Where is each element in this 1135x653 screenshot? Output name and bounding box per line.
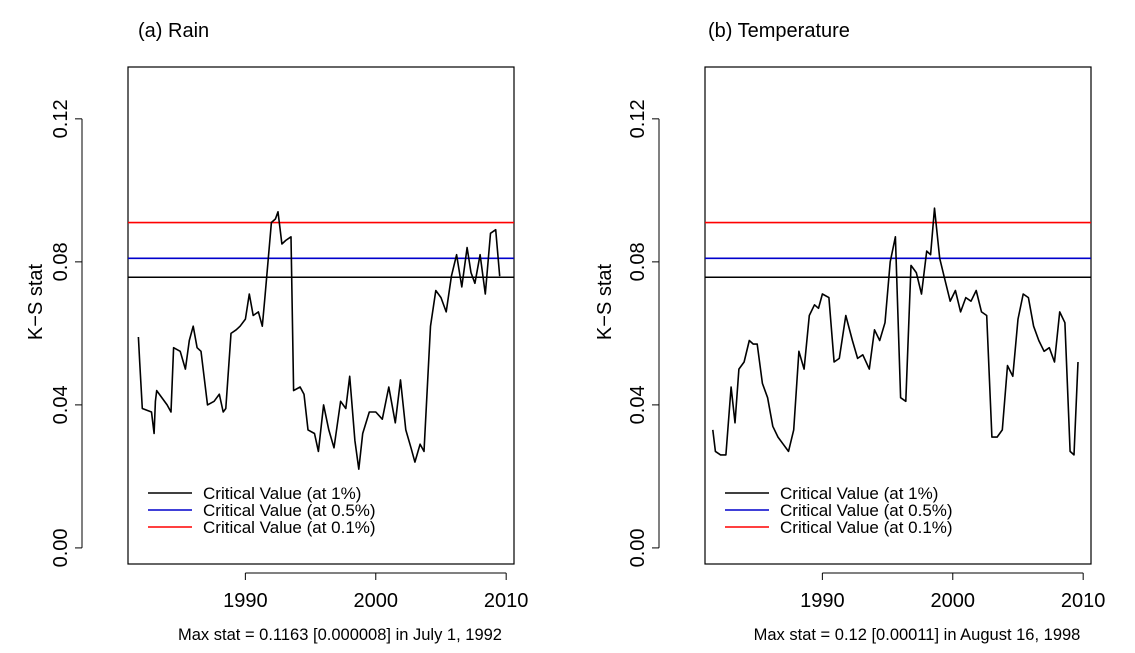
y-tick-label: 0.08 (627, 242, 649, 281)
x-tick-label: 2000 (931, 590, 976, 612)
panel-rain: (a) Rain K−S stat Max stat = 0.1163 [0.0… (25, 20, 528, 644)
y-tick-label: 0.08 (50, 242, 72, 281)
x-tick-label: 2000 (354, 590, 399, 612)
y-axis: 0.00 0.04 0.08 0.12 (627, 99, 660, 567)
x-axis: 1990 2000 2010 (223, 572, 529, 612)
plot-frame (704, 66, 1092, 565)
y-tick-label: 0.00 (50, 528, 72, 567)
y-tick-label: 0.00 (627, 528, 649, 567)
x-axis-label: Max stat = 0.12 [0.00011] in August 16, … (754, 626, 1081, 644)
legend-label: Critical Value (at 1%) (203, 484, 361, 503)
series-group (712, 207, 1079, 456)
y-axis-label: K−S stat (25, 263, 47, 340)
reference-lines (705, 221, 1091, 279)
y-tick-label: 0.12 (627, 99, 649, 138)
y-axis: 0.00 0.04 0.08 0.12 (50, 99, 83, 567)
panel-title: (b) Temperature (708, 20, 850, 42)
x-tick-label: 2010 (484, 590, 529, 612)
legend: Critical Value (at 1%)Critical Value (at… (148, 484, 376, 537)
x-tick-label: 1990 (800, 590, 845, 612)
x-axis-label: Max stat = 0.1163 [0.000008] in July 1, … (178, 626, 502, 644)
legend-label: Critical Value (at 0.5%) (780, 501, 953, 520)
panel-title: (a) Rain (138, 20, 209, 42)
y-axis-label: K−S stat (594, 263, 616, 340)
legend-label: Critical Value (at 0.5%) (203, 501, 376, 520)
x-tick-label: 1990 (223, 590, 268, 612)
plot-frame (127, 66, 515, 565)
legend: Critical Value (at 1%)Critical Value (at… (725, 484, 953, 537)
x-axis: 1990 2000 2010 (800, 572, 1106, 612)
series-line-1 (137, 211, 501, 470)
y-tick-label: 0.04 (627, 385, 649, 424)
y-tick-label: 0.12 (50, 99, 72, 138)
legend-label: Critical Value (at 0.1%) (203, 518, 376, 537)
panel-temperature: (b) Temperature K−S stat Max stat = 0.12… (594, 20, 1105, 644)
x-tick-label: 2010 (1061, 590, 1106, 612)
series-group (137, 211, 501, 470)
y-tick-label: 0.04 (50, 385, 72, 424)
reference-lines (128, 221, 514, 279)
legend-label: Critical Value (at 0.1%) (780, 518, 953, 537)
legend-label: Critical Value (at 1%) (780, 484, 938, 503)
series-line-1 (712, 207, 1079, 456)
